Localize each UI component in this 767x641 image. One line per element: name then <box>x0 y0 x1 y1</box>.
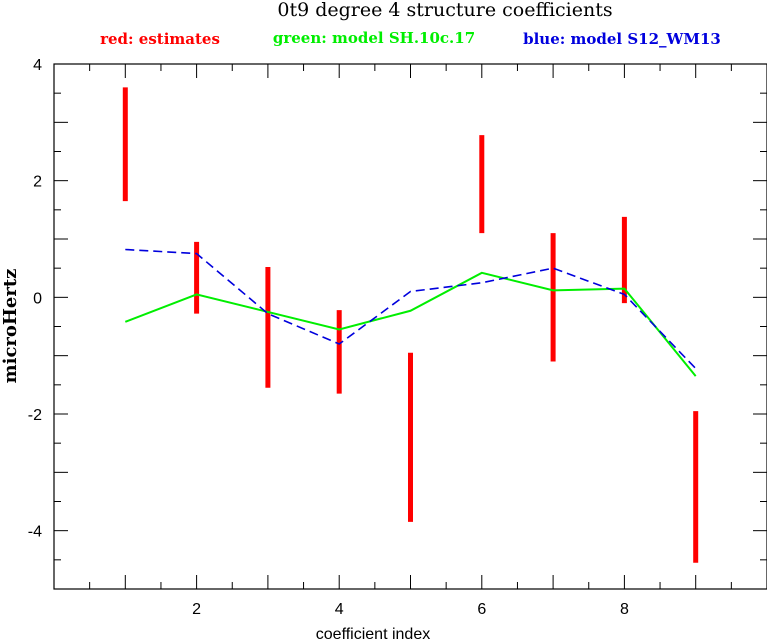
series-line-blue-model <box>125 248 697 370</box>
x-tick-label: 6 <box>477 601 486 618</box>
legend: red: estimates green: model SH.10c.17 bl… <box>100 29 721 48</box>
chart-title: 0t9 degree 4 structure coefficients <box>277 0 612 21</box>
legend-entry-green-model: green: model SH.10c.17 <box>273 29 475 47</box>
y-tick-label: -2 <box>28 407 42 424</box>
x-tick-label: 2 <box>192 601 201 618</box>
y-tick-label: 2 <box>33 174 42 191</box>
y-tick-label: -4 <box>28 524 42 541</box>
y-axis-label: microHertz <box>0 269 21 384</box>
series-line-green-model <box>124 271 697 377</box>
data-marks <box>122 87 699 563</box>
axis-tick-labels: 2 4 6 8 -4 -2 0 2 4 <box>28 57 629 618</box>
x-axis-label: coefficient index <box>316 626 430 641</box>
legend-entry-blue-model: blue: model S12_WM13 <box>523 30 721 48</box>
x-tick-label: 4 <box>335 601 344 618</box>
axis-ticks <box>54 64 767 589</box>
y-tick-label: 0 <box>33 290 42 307</box>
y-tick-label: 4 <box>33 57 42 74</box>
legend-entry-estimates: red: estimates <box>100 30 220 48</box>
x-tick-label: 8 <box>620 601 629 618</box>
